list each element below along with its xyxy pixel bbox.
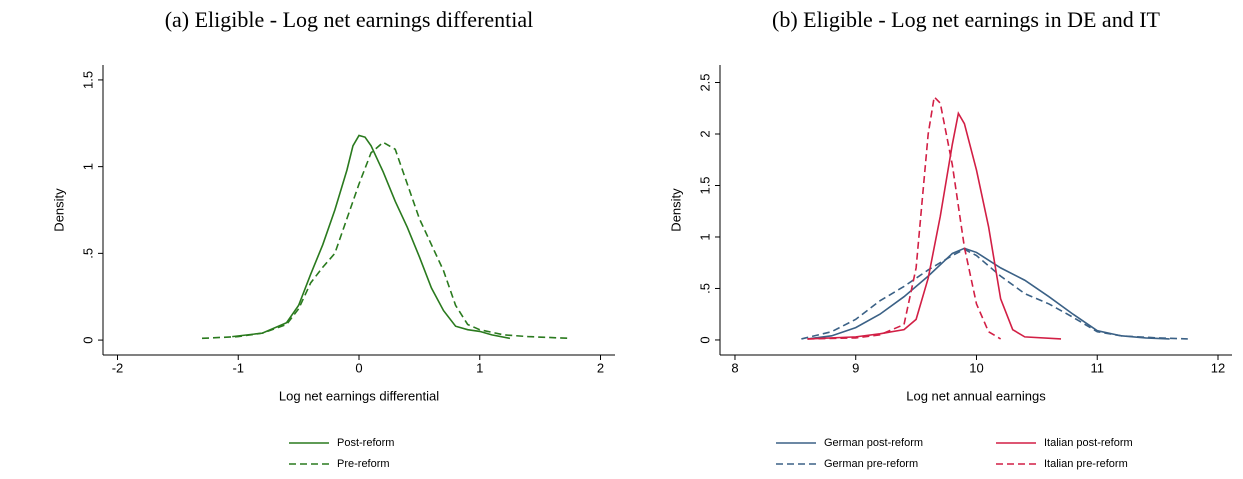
y-axis-label: Density [51,188,66,232]
panel-title: (a) Eligible - Log net earnings differen… [165,7,534,32]
legend-label: Pre-reform [337,458,390,470]
legend-label: Post-reform [337,437,394,449]
panel-title: (b) Eligible - Log net earnings in DE an… [772,7,1161,32]
density-line [807,95,1002,340]
legend-label: Italian pre-reform [1044,458,1128,470]
x-tick-label: 0 [355,360,362,375]
x-tick-label: -1 [232,360,244,375]
x-tick-label: 1 [476,360,483,375]
x-tick-label: 8 [731,360,738,375]
legend-label: German pre-reform [824,458,918,470]
x-tick-label: -2 [112,360,124,375]
x-tick-label: 9 [852,360,859,375]
y-tick-label: 0 [80,336,95,343]
y-tick-label: 1.5 [80,71,95,89]
y-tick-label: 0 [697,336,712,343]
x-tick-label: 10 [969,360,983,375]
y-tick-label: 1.5 [697,176,712,194]
y-tick-label: 1 [697,233,712,240]
legend-label: Italian post-reform [1044,437,1133,449]
x-tick-label: 11 [1090,360,1104,375]
x-axis-label: Log net annual earnings [906,388,1046,403]
density-line [201,141,571,340]
x-tick-label: 12 [1211,360,1225,375]
y-tick-label: 2.5 [697,73,712,91]
y-tick-label: .5 [80,248,95,259]
density-line [232,134,511,340]
x-tick-label: 2 [597,360,604,375]
legend-label: German post-reform [824,437,923,449]
y-tick-label: 2 [697,130,712,137]
density-line [807,111,1062,340]
y-tick-label: .5 [697,283,712,294]
density-line [807,247,1170,340]
x-axis-label: Log net earnings differential [279,388,439,403]
y-tick-label: 1 [80,163,95,170]
y-axis-label: Density [668,188,683,232]
density-line [801,248,1188,340]
